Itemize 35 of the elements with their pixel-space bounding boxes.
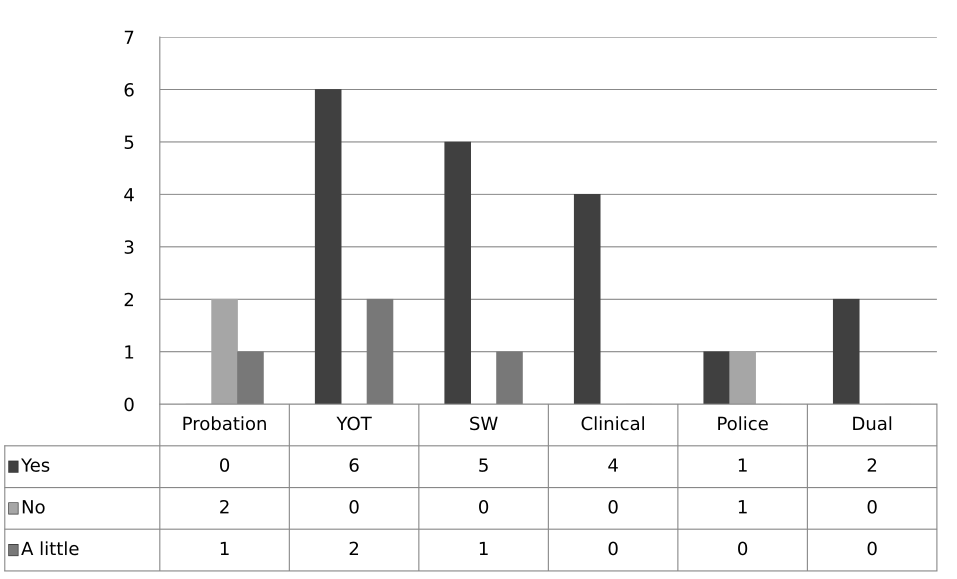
- data-label: 1: [220, 542, 229, 556]
- x-tick-label: Police: [718, 416, 768, 430]
- y-tick-label: 4: [124, 188, 134, 202]
- data-label: 1: [480, 542, 488, 556]
- data-label: 0: [868, 542, 877, 556]
- legend-label: No: [22, 500, 45, 514]
- x-tick-label: Clinical: [582, 416, 644, 430]
- y-tick-label: 6: [124, 82, 134, 97]
- legend-label: Yes: [21, 458, 50, 472]
- data-label: 2: [220, 500, 229, 514]
- data-label: 0: [738, 542, 748, 556]
- y-tick-label: 3: [124, 240, 134, 254]
- y-tick-label: 7: [124, 30, 134, 44]
- data-label: 0: [220, 458, 230, 472]
- data-label: 0: [608, 542, 618, 556]
- y-tick-label: 1: [125, 345, 134, 359]
- data-label: 0: [868, 500, 877, 514]
- x-tick-label: SW: [470, 416, 498, 430]
- legend-label: A little: [21, 541, 78, 556]
- data-label: 6: [350, 458, 359, 472]
- data-label: 5: [479, 458, 488, 472]
- data-label: 1: [738, 458, 747, 472]
- y-tick-label: 0: [124, 398, 134, 412]
- data-label: 1: [738, 500, 747, 514]
- data-label: 0: [479, 500, 488, 514]
- x-tick-label: Dual: [853, 416, 892, 430]
- y-tick-label: 2: [124, 292, 134, 306]
- data-label: 2: [868, 458, 876, 472]
- x-tick-label: Probation: [183, 416, 266, 430]
- data-label: 0: [608, 500, 618, 514]
- data-label: 2: [350, 542, 358, 556]
- x-tick-label: YOT: [336, 416, 372, 430]
- y-tick-label: 5: [124, 136, 134, 150]
- data-label: 0: [350, 500, 359, 514]
- data-label: 4: [608, 458, 618, 472]
